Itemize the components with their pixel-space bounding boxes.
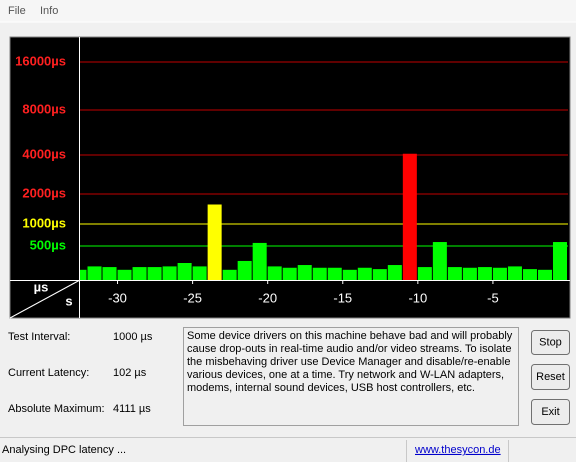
bar [372,269,387,280]
y-tick-label: 1000µs [22,215,66,230]
menu-bar [0,0,576,22]
bar [462,267,477,280]
bar [80,269,87,280]
bar [477,267,492,280]
button-label[interactable]: Exit [541,406,559,418]
info-label: Test Interval: [8,331,70,343]
bar [417,267,432,280]
message-line: various devices, one at a time. Try netw… [187,369,504,381]
message-line: cause drop-outs in real-time audio and/o… [187,343,511,355]
status-text: Analysing DPC latency ... [2,444,126,456]
x-axis-unit: s [65,293,72,308]
bar [387,265,402,280]
y-axis-unit: µs [34,279,49,294]
x-tick-label: -20 [258,290,277,305]
bar [447,267,462,280]
bar [357,267,372,280]
info-label: Absolute Maximum: [8,403,105,415]
menu-item[interactable]: Info [40,5,58,17]
y-tick-label: 500µs [30,237,66,252]
bar [507,266,522,280]
reset-button[interactable] [531,364,570,390]
bar [297,265,312,280]
exit-button[interactable] [531,399,570,425]
menu-item[interactable]: File [8,5,26,17]
bar [132,267,147,280]
info-value: 102 µs [113,367,147,379]
x-tick-label: -5 [487,290,499,305]
message-line: the misbehaving driver use Device Manage… [187,356,510,368]
info-label: Current Latency: [8,367,89,379]
bars [80,153,567,280]
x-tick-label: -10 [408,290,427,305]
info-value: 4111 µs [113,403,151,415]
bar [327,267,342,280]
bar [537,269,552,280]
stop-button[interactable] [531,330,570,355]
bar [522,269,537,280]
y-tick-label: 2000µs [22,185,66,200]
bar [267,266,282,280]
button-label[interactable]: Stop [539,336,562,348]
bar [102,267,117,280]
bar [117,269,132,280]
bar [147,267,162,280]
y-tick-label: 16000µs [15,53,66,68]
bar [222,269,237,280]
button-label[interactable]: Reset [536,371,565,383]
x-tick-label: -15 [333,290,352,305]
bar [552,242,567,280]
message-box [183,327,519,426]
bar [492,267,507,280]
bar [282,267,297,280]
x-tick-label: -30 [108,290,127,305]
bar [312,267,327,280]
chart: 500µs 1000µs 2000µs 4000µs 8000µs 16000µs µs s -… [9,36,571,319]
bar [192,266,207,280]
y-tick-label: 4000µs [22,146,66,161]
info-value: 1000 µs [113,331,153,343]
corner-diagonal [9,279,81,319]
y-tick-label: 8000µs [22,101,66,116]
bar [402,153,417,280]
bar [252,242,267,280]
x-tick-label: -25 [183,290,202,305]
bar [207,204,222,280]
status-link[interactable]: www.thesycon.de [414,444,501,456]
message-line: modems, internal sound devices, USB host… [187,382,475,394]
bar [237,260,252,280]
bar [87,266,102,280]
bar [342,269,357,280]
message-line: Some device drivers on this machine beha… [187,330,513,342]
bar [177,263,192,280]
bar [162,266,177,280]
bar [432,242,447,280]
